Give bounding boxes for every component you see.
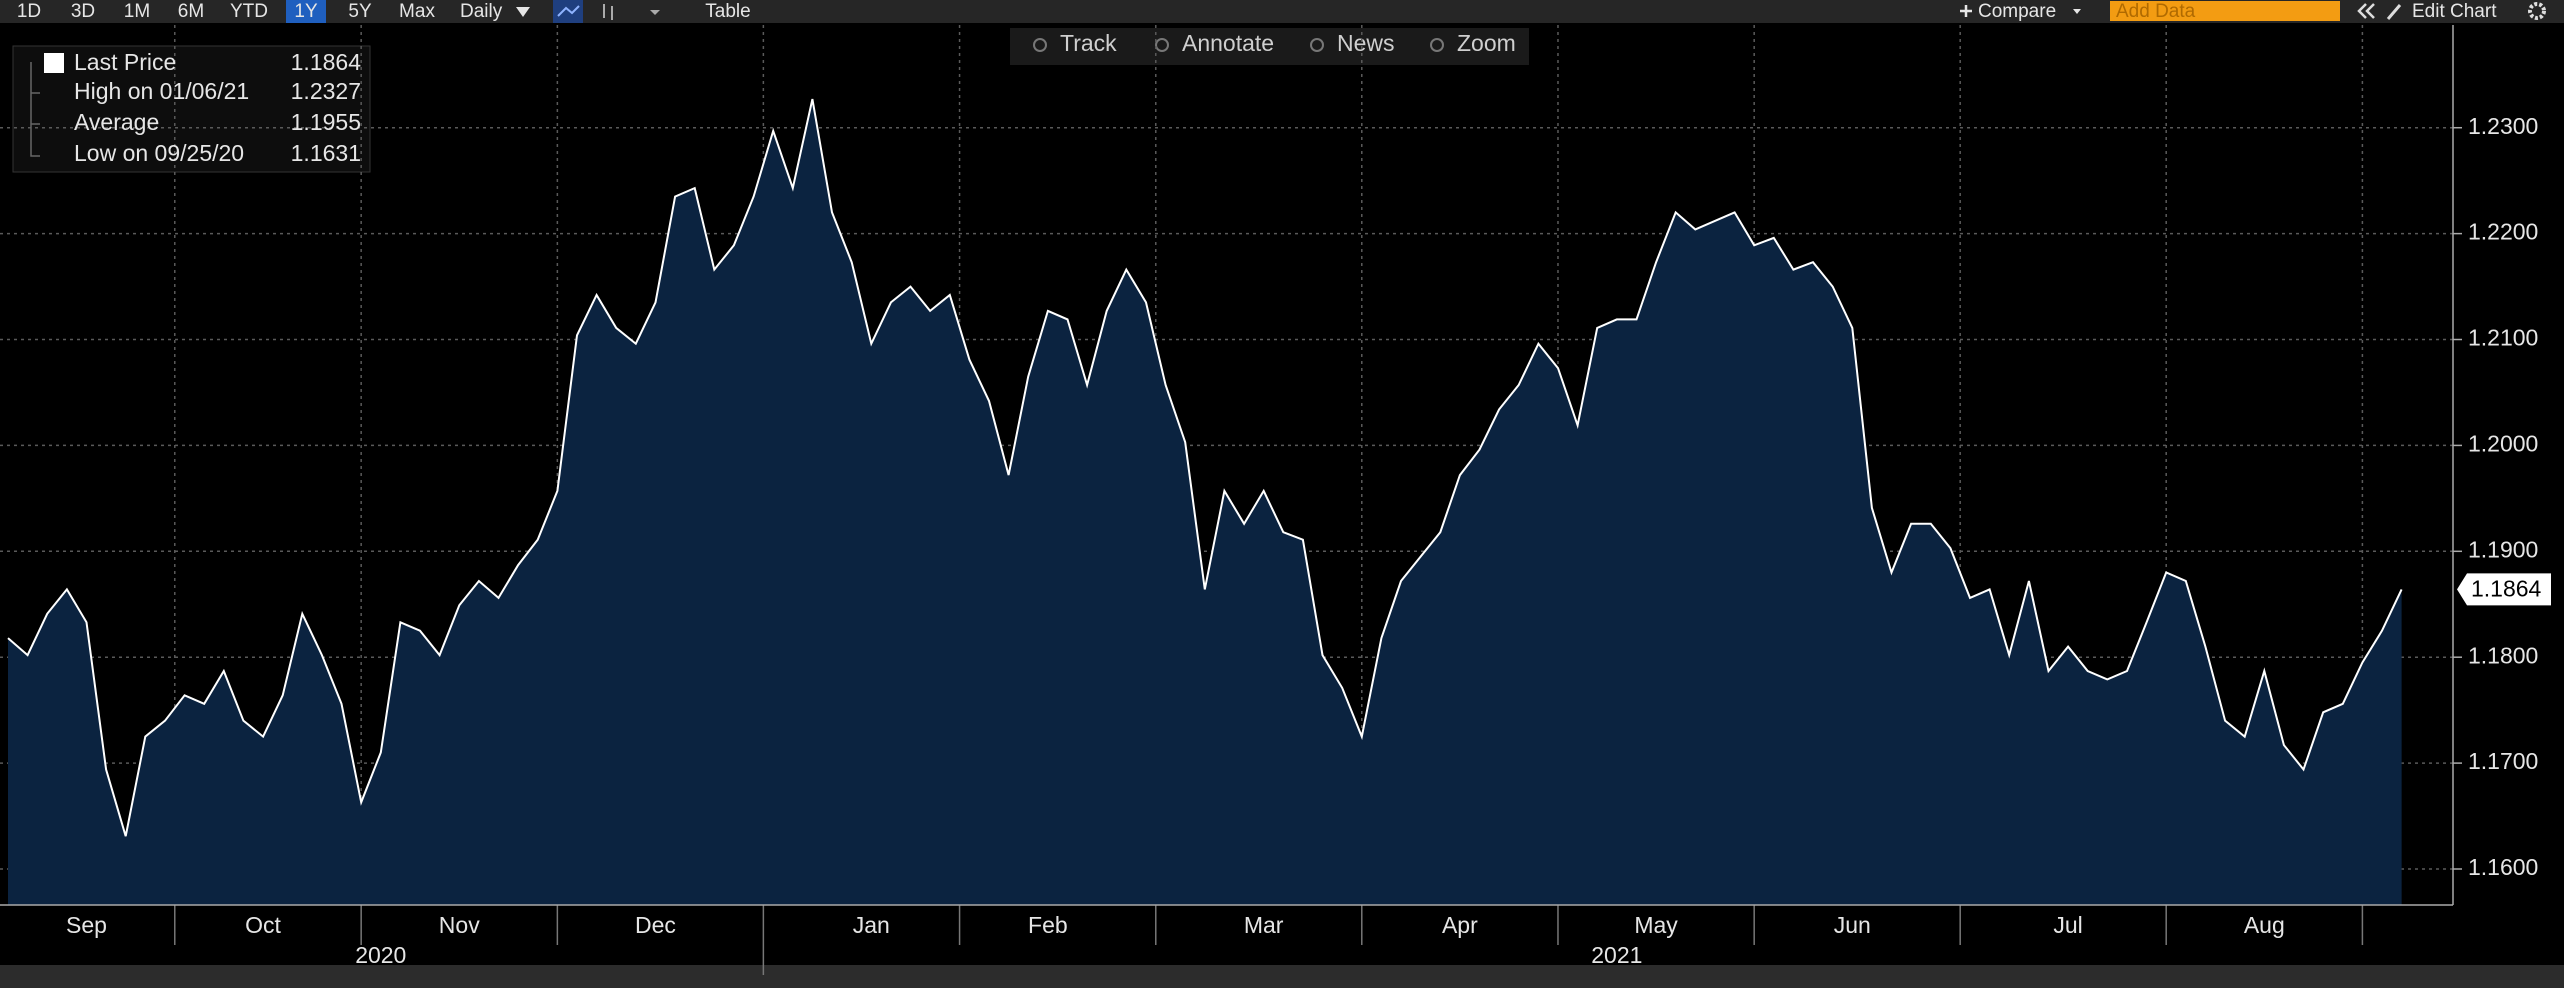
- tool-icon: [1155, 38, 1169, 52]
- x-tick-label: Jun: [1834, 912, 1871, 938]
- x-tick-label: Aug: [2244, 912, 2285, 938]
- bar-icon[interactable]: [603, 4, 613, 20]
- tool-icon: [1430, 38, 1444, 52]
- line-icon: [557, 5, 580, 17]
- x-tick-label: Jan: [853, 912, 890, 938]
- chart-tool[interactable]: News: [1337, 30, 1395, 56]
- price-line: [7, 98, 2403, 837]
- tool-icon: [1310, 38, 1324, 52]
- add-data-input[interactable]: [2110, 1, 2340, 21]
- stat-value: 1.1631: [291, 140, 361, 166]
- price-tag: [2457, 573, 2551, 606]
- stat-value: 1.1955: [291, 109, 361, 135]
- range-button[interactable]: 1M: [124, 1, 150, 22]
- plus-icon: [1960, 5, 1972, 17]
- y-tick-label: 1.2100: [2468, 325, 2538, 351]
- pencil-icon: [2386, 4, 2402, 20]
- stat-label: High on 01/06/21: [74, 78, 249, 104]
- range-button[interactable]: 1D: [17, 1, 41, 22]
- x-tick-label: Feb: [1028, 912, 1068, 938]
- area-fill: [8, 99, 2402, 906]
- compare-arrow: [2073, 9, 2081, 14]
- chart-tool[interactable]: Track: [1060, 30, 1117, 56]
- legend-swatch: [44, 53, 64, 73]
- legend-tree: [30, 62, 40, 157]
- price-tag-label: 1.1864: [2471, 576, 2542, 602]
- edit-chart-button[interactable]: Edit Chart: [2412, 1, 2497, 22]
- legend-box: [12, 45, 371, 173]
- range-button-active: [286, 0, 326, 23]
- collapse-icon[interactable]: [2357, 3, 2375, 19]
- dropdown-arrow: [516, 7, 530, 17]
- y-tick-label: 1.2000: [2468, 430, 2538, 456]
- frequency-dropdown[interactable]: Daily: [460, 1, 503, 22]
- legend-name: Last Price: [74, 49, 176, 75]
- range-button[interactable]: 1Y: [294, 1, 318, 22]
- x-tick-label: Mar: [1244, 912, 1284, 938]
- compare-button[interactable]: Compare: [1978, 1, 2056, 22]
- year-label: 2021: [1591, 942, 1642, 968]
- x-tick-label: Nov: [439, 912, 480, 938]
- bottom-strip: [0, 965, 2564, 988]
- x-tick-label: Dec: [635, 912, 676, 938]
- x-tick-label: Sep: [66, 912, 107, 938]
- range-button[interactable]: Max: [399, 1, 435, 22]
- range-button[interactable]: 6M: [178, 1, 204, 22]
- chart-tool[interactable]: Annotate: [1182, 30, 1274, 56]
- stat-value: 1.2327: [291, 78, 361, 104]
- legend-value: 1.1864: [291, 49, 362, 75]
- y-tick-label: 1.2200: [2468, 219, 2538, 245]
- x-tick-label: Oct: [245, 912, 281, 938]
- y-tick-label: 1.1600: [2468, 854, 2538, 880]
- toolbar: [0, 0, 2564, 23]
- settings-icon[interactable]: [2528, 2, 2546, 20]
- x-tick-label: May: [1634, 912, 1678, 938]
- stat-label: Average: [74, 109, 159, 135]
- x-tick-label: Jul: [2053, 912, 2082, 938]
- range-button[interactable]: 3D: [71, 1, 95, 22]
- add-data-placeholder: Add Data: [2116, 1, 2196, 22]
- y-tick-label: 1.1700: [2468, 748, 2538, 774]
- more-icon[interactable]: [650, 10, 660, 15]
- table-button[interactable]: Table: [705, 1, 750, 22]
- y-tick-label: 1.1900: [2468, 536, 2538, 562]
- tool-icon: [1033, 38, 1047, 52]
- y-tick-label: 1.2300: [2468, 113, 2538, 139]
- stat-label: Low on 09/25/20: [74, 140, 244, 166]
- y-tick-label: 1.1800: [2468, 642, 2538, 668]
- chart-tool[interactable]: Zoom: [1457, 30, 1516, 56]
- year-label: 2020: [355, 942, 406, 968]
- range-button[interactable]: 5Y: [348, 1, 372, 22]
- line-chart-icon[interactable]: [553, 0, 583, 23]
- x-tick-label: Apr: [1442, 912, 1478, 938]
- range-button[interactable]: YTD: [230, 1, 268, 22]
